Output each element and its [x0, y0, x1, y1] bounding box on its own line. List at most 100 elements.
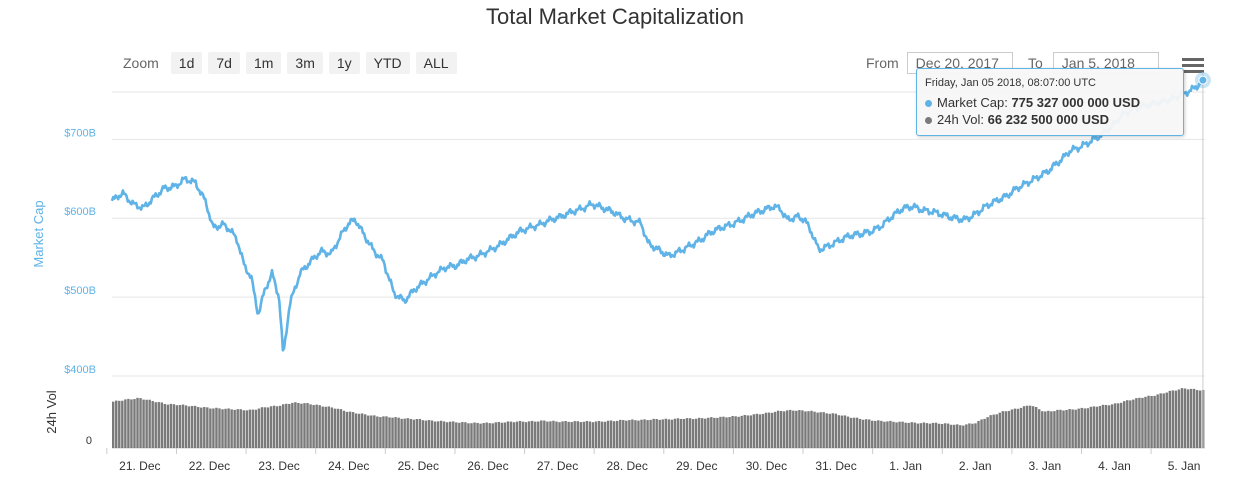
- volume-bar: [898, 421, 901, 448]
- tooltip-row-volume: 24h Vol: 66 232 500 000 USD: [925, 112, 1109, 127]
- volume-bar: [1050, 411, 1053, 448]
- volume-bar: [731, 416, 734, 448]
- volume-bar: [272, 405, 276, 448]
- volume-bar: [251, 409, 255, 448]
- volume-bar: [956, 424, 959, 448]
- zoom-ytd-button[interactable]: YTD: [365, 52, 410, 74]
- volume-bar: [1034, 407, 1038, 448]
- volume-bar: [1126, 400, 1129, 448]
- zoom-1y-button[interactable]: 1y: [328, 52, 360, 74]
- volume-bar: [203, 407, 206, 448]
- volume-bar: [992, 414, 995, 448]
- volume-bar: [524, 422, 528, 448]
- volume-bar: [115, 400, 118, 448]
- volume-bar: [121, 400, 124, 448]
- zoom-1d-button[interactable]: 1d: [170, 52, 203, 74]
- volume-bar: [1086, 408, 1090, 448]
- volume-bar: [628, 420, 631, 448]
- x-tick-label: 29. Dec: [676, 459, 717, 473]
- volume-bar: [1195, 390, 1199, 448]
- volume-bar: [242, 410, 245, 448]
- volume-bar: [752, 414, 756, 448]
- zoom-1m-button[interactable]: 1m: [245, 52, 282, 74]
- volume-bar: [1144, 396, 1147, 448]
- y-tick-label: $400B: [64, 364, 96, 376]
- tooltip-date: Friday, Jan 05 2018, 08:07:00 UTC: [925, 77, 1097, 89]
- volume-bar: [837, 415, 841, 448]
- volume-bar: [215, 407, 218, 448]
- volume-bar: [491, 423, 494, 448]
- volume-bar: [1025, 405, 1029, 448]
- volume-bar: [761, 413, 765, 448]
- volume-bar: [1083, 408, 1086, 448]
- volume-bar: [640, 419, 643, 448]
- volume-bar: [1095, 406, 1099, 448]
- volume-bar: [163, 403, 167, 448]
- volume-bar: [540, 420, 543, 448]
- volume-bar: [187, 406, 191, 448]
- volume-bar: [1156, 394, 1159, 448]
- volume-bar: [543, 420, 546, 448]
- volume-bar: [142, 399, 145, 448]
- volume-bar: [913, 422, 916, 448]
- volume-bar: [1113, 403, 1117, 448]
- volume-bar: [740, 415, 743, 448]
- zoom-3m-button[interactable]: 3m: [287, 52, 323, 74]
- x-tick-label: 28. Dec: [606, 459, 647, 473]
- x-tick-label: 24. Dec: [328, 459, 369, 473]
- market-cap-line: [110, 76, 1204, 352]
- volume-bar: [485, 422, 488, 448]
- volume-bar: [1174, 390, 1178, 448]
- volume-bar: [200, 407, 203, 448]
- zoom-all-button[interactable]: ALL: [415, 52, 457, 74]
- volume-bar: [576, 421, 579, 448]
- volume-bar: [813, 411, 816, 448]
- volume-bar: [269, 406, 273, 448]
- volume-bar: [946, 423, 950, 448]
- volume-bar: [1168, 390, 1172, 448]
- volume-bar: [555, 421, 558, 448]
- volume-bar: [652, 418, 655, 448]
- hamburger-menu-icon[interactable]: [1182, 58, 1204, 74]
- volume-bar: [600, 421, 604, 448]
- volume-bar: [928, 423, 932, 448]
- volume-bar: [615, 420, 619, 448]
- volume-bar: [658, 419, 661, 448]
- volume-bar: [710, 417, 713, 448]
- volume-bar: [895, 422, 898, 448]
- volume-bar: [688, 418, 692, 448]
- volume-bar: [779, 411, 783, 448]
- volume-bar: [968, 423, 971, 448]
- volume-bar: [679, 418, 683, 448]
- volume-bar: [193, 405, 197, 448]
- x-tick-label: 22. Dec: [189, 459, 230, 473]
- volume-bar: [558, 422, 561, 448]
- volume-bar: [631, 419, 634, 448]
- volume-bar: [661, 419, 664, 448]
- volume-bar: [843, 415, 847, 448]
- volume-bar: [685, 418, 689, 448]
- volume-bar: [770, 412, 774, 448]
- volume-bar: [998, 412, 1001, 448]
- volume-bar: [112, 401, 115, 448]
- volume-bar: [218, 408, 221, 448]
- volume-bar: [282, 404, 285, 448]
- volume-bar: [786, 410, 789, 448]
- volume-bar: [351, 412, 355, 448]
- volume-bar: [694, 418, 698, 448]
- volume-bar: [315, 404, 318, 448]
- volume-bar: [880, 420, 883, 448]
- volume-bar: [436, 421, 440, 448]
- volume-bar: [959, 425, 962, 448]
- zoom-7d-button[interactable]: 7d: [208, 52, 240, 74]
- volume-bar: [184, 405, 188, 448]
- volume-bar: [497, 421, 501, 448]
- volume-bar: [285, 403, 288, 448]
- volume-bar: [136, 397, 139, 448]
- volume-bar: [367, 415, 370, 448]
- volume-bar: [418, 418, 422, 448]
- volume-bar: [175, 405, 179, 448]
- volume-bar: [197, 407, 200, 448]
- volume-bar: [567, 421, 570, 448]
- volume-bar: [424, 420, 428, 448]
